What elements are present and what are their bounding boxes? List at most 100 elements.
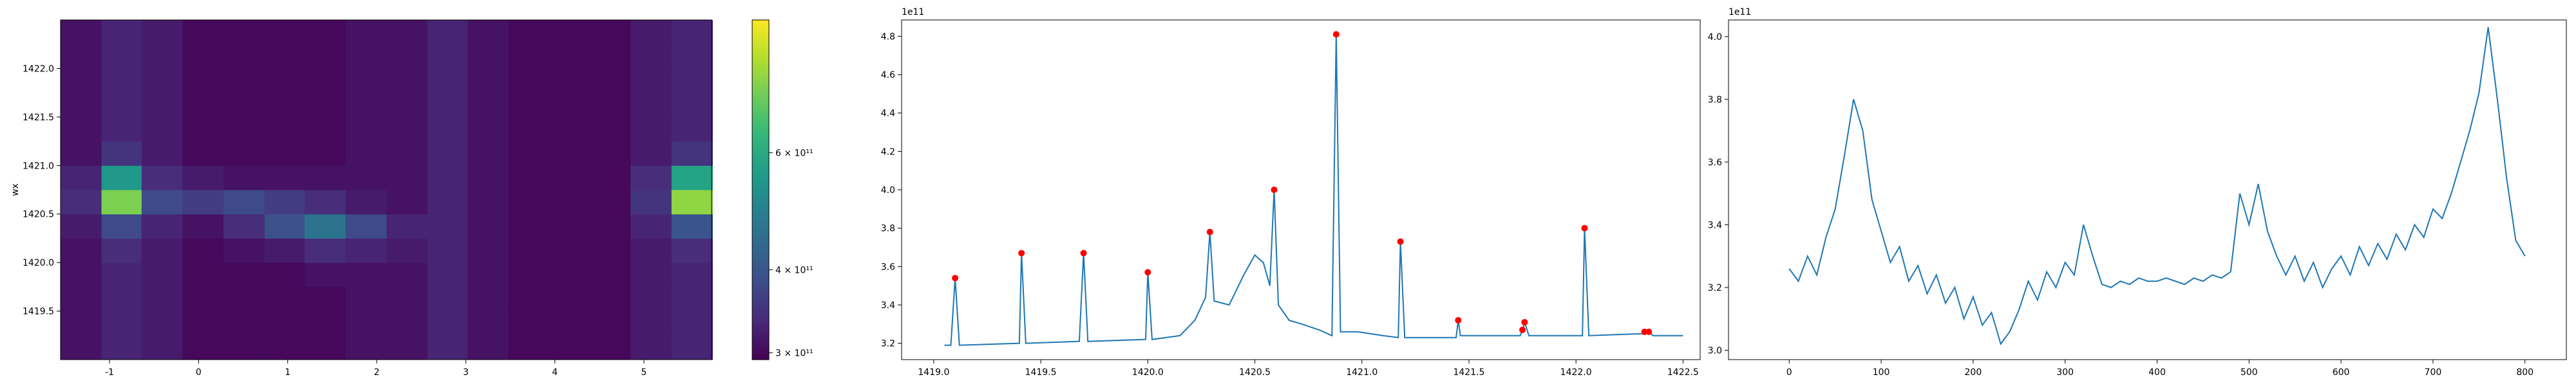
heat-cell — [345, 116, 387, 142]
colorbar-step — [752, 217, 769, 221]
heat-cell — [61, 190, 102, 215]
x-tick-label: 1421.5 — [1453, 367, 1484, 378]
heat-cell — [386, 93, 428, 118]
colorbar-step — [752, 353, 769, 357]
heat-cell — [549, 190, 591, 215]
heat-cell — [427, 116, 469, 142]
heat-cell — [141, 286, 183, 312]
colorbar-step — [752, 227, 769, 231]
heat-cell — [101, 214, 143, 239]
colorbar-step — [752, 142, 769, 146]
heat-cell — [468, 214, 509, 239]
colorbar-step — [752, 101, 769, 106]
heat-cell — [223, 311, 265, 336]
colorbar-step — [752, 213, 769, 217]
heat-cell — [182, 214, 224, 239]
colorbar-step — [752, 125, 769, 129]
heat-cell — [141, 141, 183, 166]
x-tick-label: 400 — [2148, 367, 2166, 378]
heat-cell — [264, 116, 306, 142]
heat-cell — [182, 335, 224, 360]
heat-cell — [427, 262, 469, 288]
colorbar-step — [752, 203, 769, 207]
heat-cell — [589, 238, 631, 263]
axes-frame — [901, 19, 1701, 360]
y-tick-label: 3.6 — [1708, 158, 1722, 168]
heat-cell — [304, 262, 346, 288]
line — [944, 34, 1683, 346]
heat-cell — [304, 286, 346, 312]
y-tick-label: 3.4 — [881, 300, 895, 311]
colorbar-step — [752, 288, 769, 292]
heat-cell — [468, 335, 509, 360]
colorbar-step — [752, 53, 769, 58]
y-tick-label: 4.2 — [881, 147, 895, 157]
heat-cell — [630, 93, 672, 118]
heat-cell — [589, 190, 631, 215]
colorbar-step — [752, 298, 769, 302]
colorbar-step — [752, 264, 769, 269]
colorbar-step — [752, 312, 769, 316]
heat-cell — [386, 286, 428, 312]
colorbar-step — [752, 349, 769, 354]
heat-cell — [427, 44, 469, 69]
colorbar-step — [752, 105, 769, 109]
heat-cell — [468, 44, 509, 69]
x-tick-label: 1 — [285, 367, 290, 378]
colorbar-step — [752, 166, 769, 170]
heat-cell — [508, 68, 550, 93]
colorbar-step — [752, 169, 769, 174]
heat-cell — [264, 311, 306, 336]
colorbar-step — [752, 67, 769, 71]
colorbar-step — [752, 159, 769, 163]
heat-cell — [386, 335, 428, 360]
colorbar-step — [752, 244, 769, 248]
colorbar-step — [752, 98, 769, 102]
heat-cell — [671, 190, 713, 215]
heat-cell — [61, 165, 102, 190]
y-tick-label: 3.6 — [881, 262, 895, 272]
colorbar-frame — [752, 19, 770, 360]
heat-cell — [468, 141, 509, 166]
colorbar-step — [752, 145, 769, 150]
y-tick-label: 3.8 — [1708, 95, 1722, 105]
colorbar-step — [752, 20, 769, 24]
x-tick-label: 1419.5 — [1025, 367, 1057, 378]
colorbar-step — [752, 207, 769, 211]
colorbar-step — [752, 261, 769, 265]
heat-cell — [101, 238, 143, 263]
heat-cell — [182, 262, 224, 288]
colorbar-step — [752, 271, 769, 275]
y-tick-label: 4.0 — [1708, 32, 1722, 42]
heat-cell — [630, 68, 672, 93]
heat-cell — [61, 214, 102, 239]
heat-cell — [468, 262, 509, 288]
heat-cell — [468, 116, 509, 142]
heat-cell — [427, 165, 469, 190]
heat-cell — [61, 44, 102, 69]
heat-cell — [101, 286, 143, 312]
heat-cell — [101, 262, 143, 288]
heat-cell — [671, 262, 713, 288]
colorbar-step — [752, 356, 769, 360]
colorbar-step — [752, 176, 769, 180]
heat-cell — [427, 311, 469, 336]
heat-cell — [223, 68, 265, 93]
colorbar-step — [752, 241, 769, 245]
colorbar-step — [752, 190, 769, 194]
heat-cell — [182, 238, 224, 263]
peak-marker — [952, 275, 959, 282]
heat-cell — [549, 262, 591, 288]
heat-cell — [182, 93, 224, 118]
heat-cell — [223, 214, 265, 239]
heat-cell — [223, 44, 265, 69]
heat-cell — [182, 20, 224, 45]
heat-cell — [549, 238, 591, 263]
heat-cell — [589, 286, 631, 312]
heat-cell — [182, 141, 224, 166]
heat-cell — [630, 311, 672, 336]
colorbar-step — [752, 336, 769, 340]
x-tick-label: 1422.5 — [1667, 367, 1699, 378]
heat-cell — [386, 116, 428, 142]
heat-cell — [427, 238, 469, 263]
